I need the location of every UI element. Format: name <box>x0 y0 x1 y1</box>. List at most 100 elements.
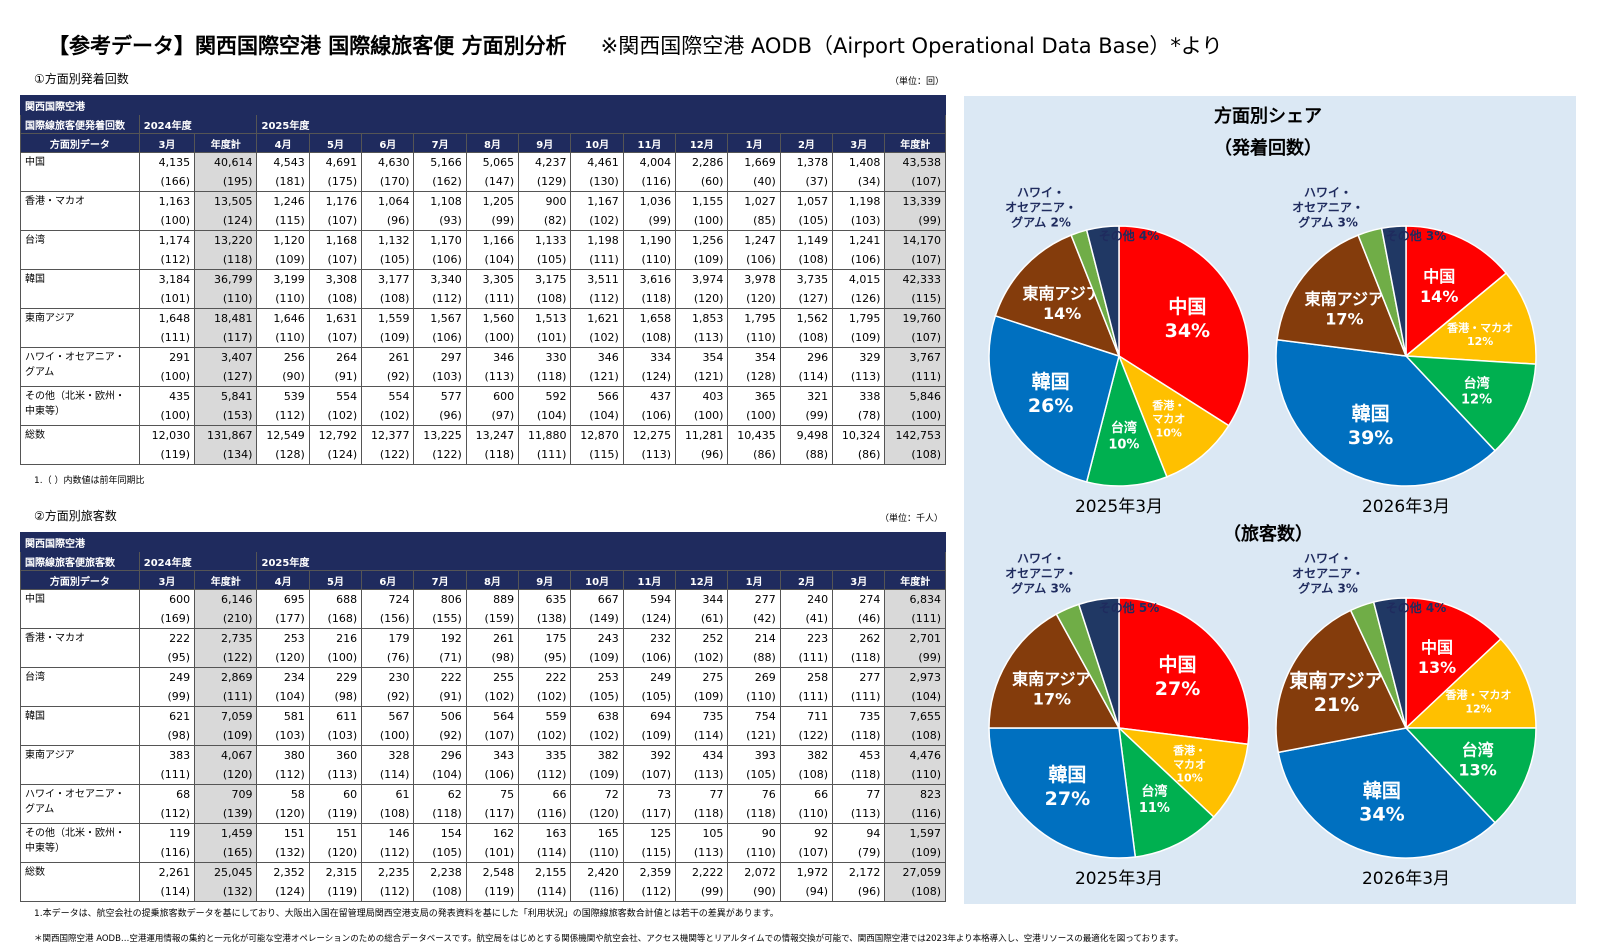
value-cell: 66 <box>518 784 572 804</box>
category-label: ハワイ・オセアニア・ <box>25 789 125 800</box>
yoy-cell: (109) <box>570 765 624 785</box>
value-cell: 354 <box>727 347 781 367</box>
value-cell: 3,974 <box>675 269 729 289</box>
yoy-cell: (117) <box>465 804 520 824</box>
yoy-cell: (102) <box>361 406 415 426</box>
yoy-cell: (46) <box>832 609 886 629</box>
pie-slice <box>1116 726 1249 819</box>
value-cell: 18,481 <box>194 308 258 328</box>
value-cell: 192 <box>413 628 467 648</box>
yoy-cell: (110) <box>570 843 624 863</box>
month-header: 9月 <box>518 570 572 590</box>
table-row: 東南アジア 1,648 18,481 1,646 1,631 1,559 1,567 1,56… <box>20 308 946 348</box>
yoy-cell: (107) <box>779 843 834 863</box>
yoy-cell: (165) <box>194 843 258 863</box>
value-cell: 175 <box>518 628 572 648</box>
yoy-cell: (162) <box>413 172 467 192</box>
value-cell: 3,305 <box>465 269 520 289</box>
yoy-cell: (105) <box>779 211 834 231</box>
value-cell: 554 <box>308 386 363 406</box>
table-row: 韓国 3,184 36,799 3,199 3,308 3,177 3,340 3,305 3,… <box>20 269 946 309</box>
yoy-cell: (106) <box>622 648 677 668</box>
yoy-cell: (114) <box>361 765 415 785</box>
yoy-cell: (71) <box>413 648 467 668</box>
yoy-cell: (121) <box>675 367 729 387</box>
yoy-cell: (124) <box>622 367 677 387</box>
yoy-cell: (100) <box>138 211 196 231</box>
pie-caption: 2026年3月 <box>1362 869 1450 889</box>
yoy-cell: (116) <box>622 172 677 192</box>
month-header: 年度計 <box>884 133 946 153</box>
value-cell: 592 <box>518 386 572 406</box>
value-cell: 10,324 <box>832 425 886 445</box>
yoy-cell: (105) <box>361 250 415 270</box>
category-cell: 総数 <box>20 862 140 902</box>
yoy-cell: (115) <box>570 445 624 465</box>
value-cell: 2,261 <box>138 862 196 882</box>
value-cell: 179 <box>361 628 415 648</box>
table-head-line1: 関西国際空港 <box>20 95 140 115</box>
pie-caption: 2025年3月 <box>1075 869 1163 889</box>
value-cell: 5,065 <box>465 152 520 172</box>
table-footnote-flights: 1.（ ）内数値は前年同期比 <box>34 476 145 486</box>
table-head-line3: 方面別データ <box>20 133 140 153</box>
yoy-cell: (153) <box>194 406 258 426</box>
pie-slice <box>1372 597 1407 729</box>
yoy-cell: (99) <box>622 211 677 231</box>
yoy-cell: (132) <box>194 882 258 902</box>
yoy-cell: (118) <box>832 648 886 668</box>
value-cell: 142,753 <box>884 425 946 445</box>
yoy-cell: (100) <box>308 648 363 668</box>
value-cell: 4,461 <box>570 152 624 172</box>
yoy-cell: (110) <box>194 289 258 309</box>
yoy-cell: (110) <box>727 843 781 863</box>
yoy-cell: (124) <box>256 882 310 902</box>
value-cell: 19,760 <box>884 308 946 328</box>
value-cell: 453 <box>832 745 886 765</box>
pie-slice <box>1085 353 1168 487</box>
fiscal-year-2025: 2025年度 <box>256 114 946 134</box>
table-row-yoy: (100) (127) (90) (91) (92) (103) (113) (118) (12… <box>21 367 946 387</box>
value-cell: 4,691 <box>308 152 363 172</box>
yoy-cell: (76) <box>361 648 415 668</box>
yoy-cell: (109) <box>361 328 415 348</box>
value-cell: 297 <box>413 347 467 367</box>
value-cell: 360 <box>308 745 363 765</box>
value-cell: 3,511 <box>570 269 624 289</box>
value-cell: 344 <box>675 589 729 609</box>
value-cell: 5,166 <box>413 152 467 172</box>
yoy-cell: (107) <box>884 250 946 270</box>
title-text: 【参考データ】関西国際空港 国際線旅客便 方面別分析 <box>48 34 567 58</box>
value-cell: 435 <box>138 386 196 406</box>
pie-slice <box>1380 225 1407 357</box>
yoy-cell: (122) <box>779 726 834 746</box>
value-cell: 72 <box>570 784 624 804</box>
yoy-cell: (116) <box>518 804 572 824</box>
yoy-cell: (111) <box>779 687 834 707</box>
value-cell: 1,246 <box>256 191 310 211</box>
value-cell: 2,172 <box>832 862 886 882</box>
value-cell: 7,059 <box>194 706 258 726</box>
value-cell: 1,972 <box>779 862 834 882</box>
value-cell: 346 <box>465 347 520 367</box>
value-cell: 823 <box>884 784 946 804</box>
flights-table: 関西国際空港 国際線旅客便発着回数 2024年度 2025年度 方面別データ 3月 年度計 4… <box>20 95 947 465</box>
value-cell: 66 <box>779 784 834 804</box>
value-cell: 261 <box>465 628 520 648</box>
month-header: 9月 <box>518 133 572 153</box>
month-header: 1月 <box>727 570 781 590</box>
yoy-cell: (181) <box>256 172 310 192</box>
value-cell: 90 <box>727 823 781 843</box>
value-cell: 1,795 <box>832 308 886 328</box>
table-row-yoy: (112) (139) (120) (119) (108) (118) (117) (116)… <box>21 804 946 824</box>
slice-label: 東南アジア 21% <box>1289 669 1383 716</box>
yoy-cell: (100) <box>465 328 520 348</box>
value-cell: 12,792 <box>308 425 363 445</box>
value-cell: 2,420 <box>570 862 624 882</box>
yoy-cell: (112) <box>413 289 467 309</box>
yoy-cell: (109) <box>675 687 729 707</box>
month-header: 8月 <box>465 570 520 590</box>
yoy-cell: (105) <box>622 687 677 707</box>
value-cell: 2,072 <box>727 862 781 882</box>
value-cell: 1,378 <box>779 152 834 172</box>
